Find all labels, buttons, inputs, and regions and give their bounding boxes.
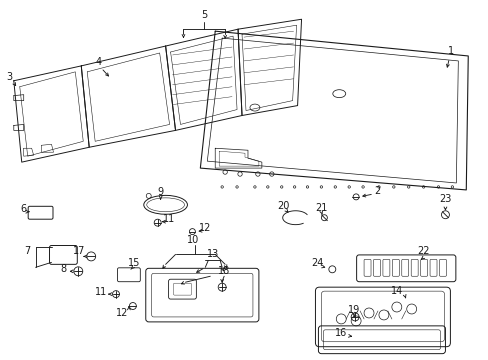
Text: 11: 11 bbox=[95, 287, 107, 297]
Text: 11: 11 bbox=[162, 214, 174, 224]
Text: 2: 2 bbox=[373, 186, 379, 196]
Text: 13: 13 bbox=[207, 249, 219, 260]
Text: 23: 23 bbox=[438, 194, 451, 204]
Text: 12: 12 bbox=[116, 308, 128, 318]
Text: 4: 4 bbox=[95, 57, 101, 67]
Text: 12: 12 bbox=[199, 222, 211, 233]
Text: 19: 19 bbox=[347, 305, 360, 315]
Text: 15: 15 bbox=[127, 258, 140, 268]
Text: 24: 24 bbox=[310, 258, 323, 268]
Text: 20: 20 bbox=[277, 201, 289, 211]
Text: 5: 5 bbox=[201, 10, 207, 20]
Text: 21: 21 bbox=[315, 203, 327, 213]
Text: 6: 6 bbox=[20, 204, 27, 214]
Text: 7: 7 bbox=[24, 247, 31, 256]
Text: 18: 18 bbox=[218, 266, 230, 276]
Text: 14: 14 bbox=[390, 286, 402, 296]
Text: 22: 22 bbox=[416, 247, 429, 256]
Text: 1: 1 bbox=[447, 46, 453, 56]
Text: 8: 8 bbox=[60, 264, 66, 274]
Text: 10: 10 bbox=[187, 234, 199, 244]
Text: 16: 16 bbox=[334, 328, 346, 338]
Text: 17: 17 bbox=[73, 247, 85, 256]
Text: 3: 3 bbox=[7, 72, 13, 82]
Text: 9: 9 bbox=[157, 187, 163, 197]
